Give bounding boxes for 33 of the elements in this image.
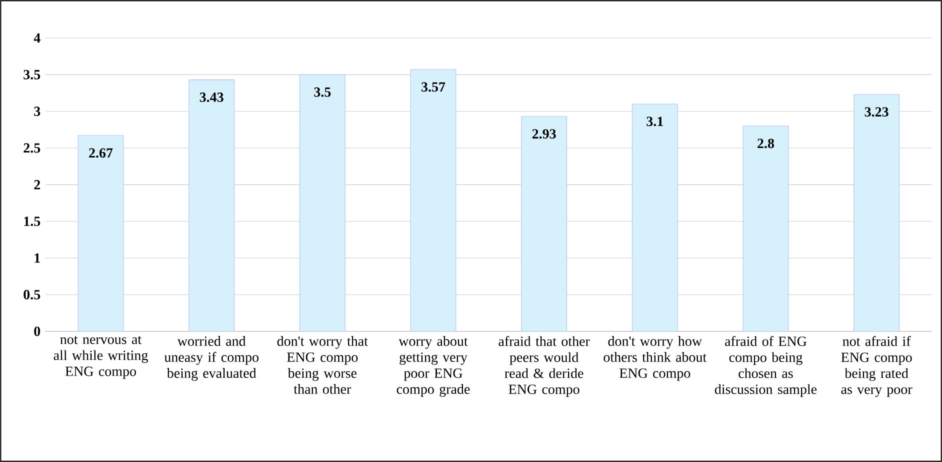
bar [410,69,456,332]
y-tick-label: 3 [34,106,40,116]
bar [742,126,789,332]
x-tick-label: don't worry that ENG compo being worse than other [277,336,368,394]
bar [78,135,124,332]
bar [188,80,235,332]
y-tick-label: 1 [34,253,40,263]
x-tick-label: afraid that other peers would read & deride ENG compo [498,336,590,397]
data-label: 3.57 [422,82,446,92]
data-label: 2.8 [758,138,774,148]
y-tick-label: 4 [34,33,40,43]
y-tick-label: 0 [34,326,40,336]
bar [632,104,678,332]
bar [299,74,346,332]
x-tick-label: not afraid if ENG compo being rated as very poor [841,336,912,397]
x-tick-label: not nervous at all while writing ENG compo [54,336,148,379]
x-tick-label: afraid of ENG compo being chosen as discussion sample [714,336,817,397]
x-tick-label: worry about getting very poor ENG compo grade [396,336,470,397]
y-tick-label: 2.5 [24,143,40,153]
y-tick-label: 0.5 [24,290,40,300]
y-tick-label: 3.5 [24,70,40,80]
y-tick-label: 1.5 [24,216,40,226]
data-label: 3.43 [200,92,224,102]
data-label: 3.5 [314,87,331,97]
x-tick-label: worried and uneasy if compo being evaluated [164,336,258,381]
data-label: 3.1 [646,116,663,126]
y-tick-label: 2 [34,180,40,190]
data-label: 2.67 [89,148,113,158]
x-tick-label: don't worry how others think about ENG compo [604,336,707,381]
bar [521,116,568,332]
data-label: 3.23 [864,107,888,117]
data-label: 2.93 [532,129,556,139]
bar [854,94,900,332]
